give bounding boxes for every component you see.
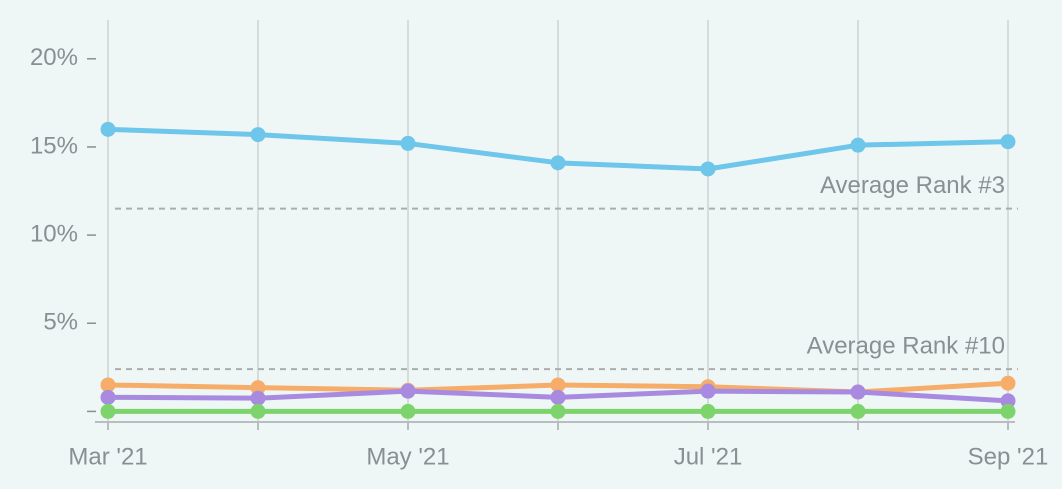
data-point (700, 161, 716, 177)
data-point (100, 389, 116, 405)
x-tick-label: Mar '21 (68, 443, 147, 470)
data-point (100, 403, 116, 419)
y-tick-label: 10% (30, 220, 78, 247)
y-tick-label: 15% (30, 132, 78, 159)
data-point (400, 135, 416, 151)
data-point (850, 403, 866, 419)
data-point (550, 377, 566, 393)
data-point (700, 403, 716, 419)
data-point (550, 389, 566, 405)
data-point (400, 403, 416, 419)
data-point (1000, 134, 1016, 150)
data-point (850, 137, 866, 153)
x-tick-label: Jul '21 (674, 443, 743, 470)
data-point (1000, 375, 1016, 391)
data-point (250, 380, 266, 396)
data-point (550, 155, 566, 171)
reference-label: Average Rank #3 (820, 172, 1005, 199)
x-tick-label: May '21 (366, 443, 449, 470)
x-tick-label: Sep '21 (968, 443, 1049, 470)
y-tick-label: 5% (43, 309, 78, 336)
data-point (1000, 403, 1016, 419)
data-point (100, 121, 116, 137)
data-point (700, 383, 716, 399)
data-point (850, 384, 866, 400)
data-point (400, 383, 416, 399)
data-point (250, 127, 266, 143)
data-point (250, 403, 266, 419)
y-tick-label: 20% (30, 44, 78, 71)
data-point (550, 403, 566, 419)
data-point (100, 377, 116, 393)
data-point (250, 390, 266, 406)
reference-label: Average Rank #10 (807, 332, 1005, 359)
data-point (1000, 393, 1016, 409)
